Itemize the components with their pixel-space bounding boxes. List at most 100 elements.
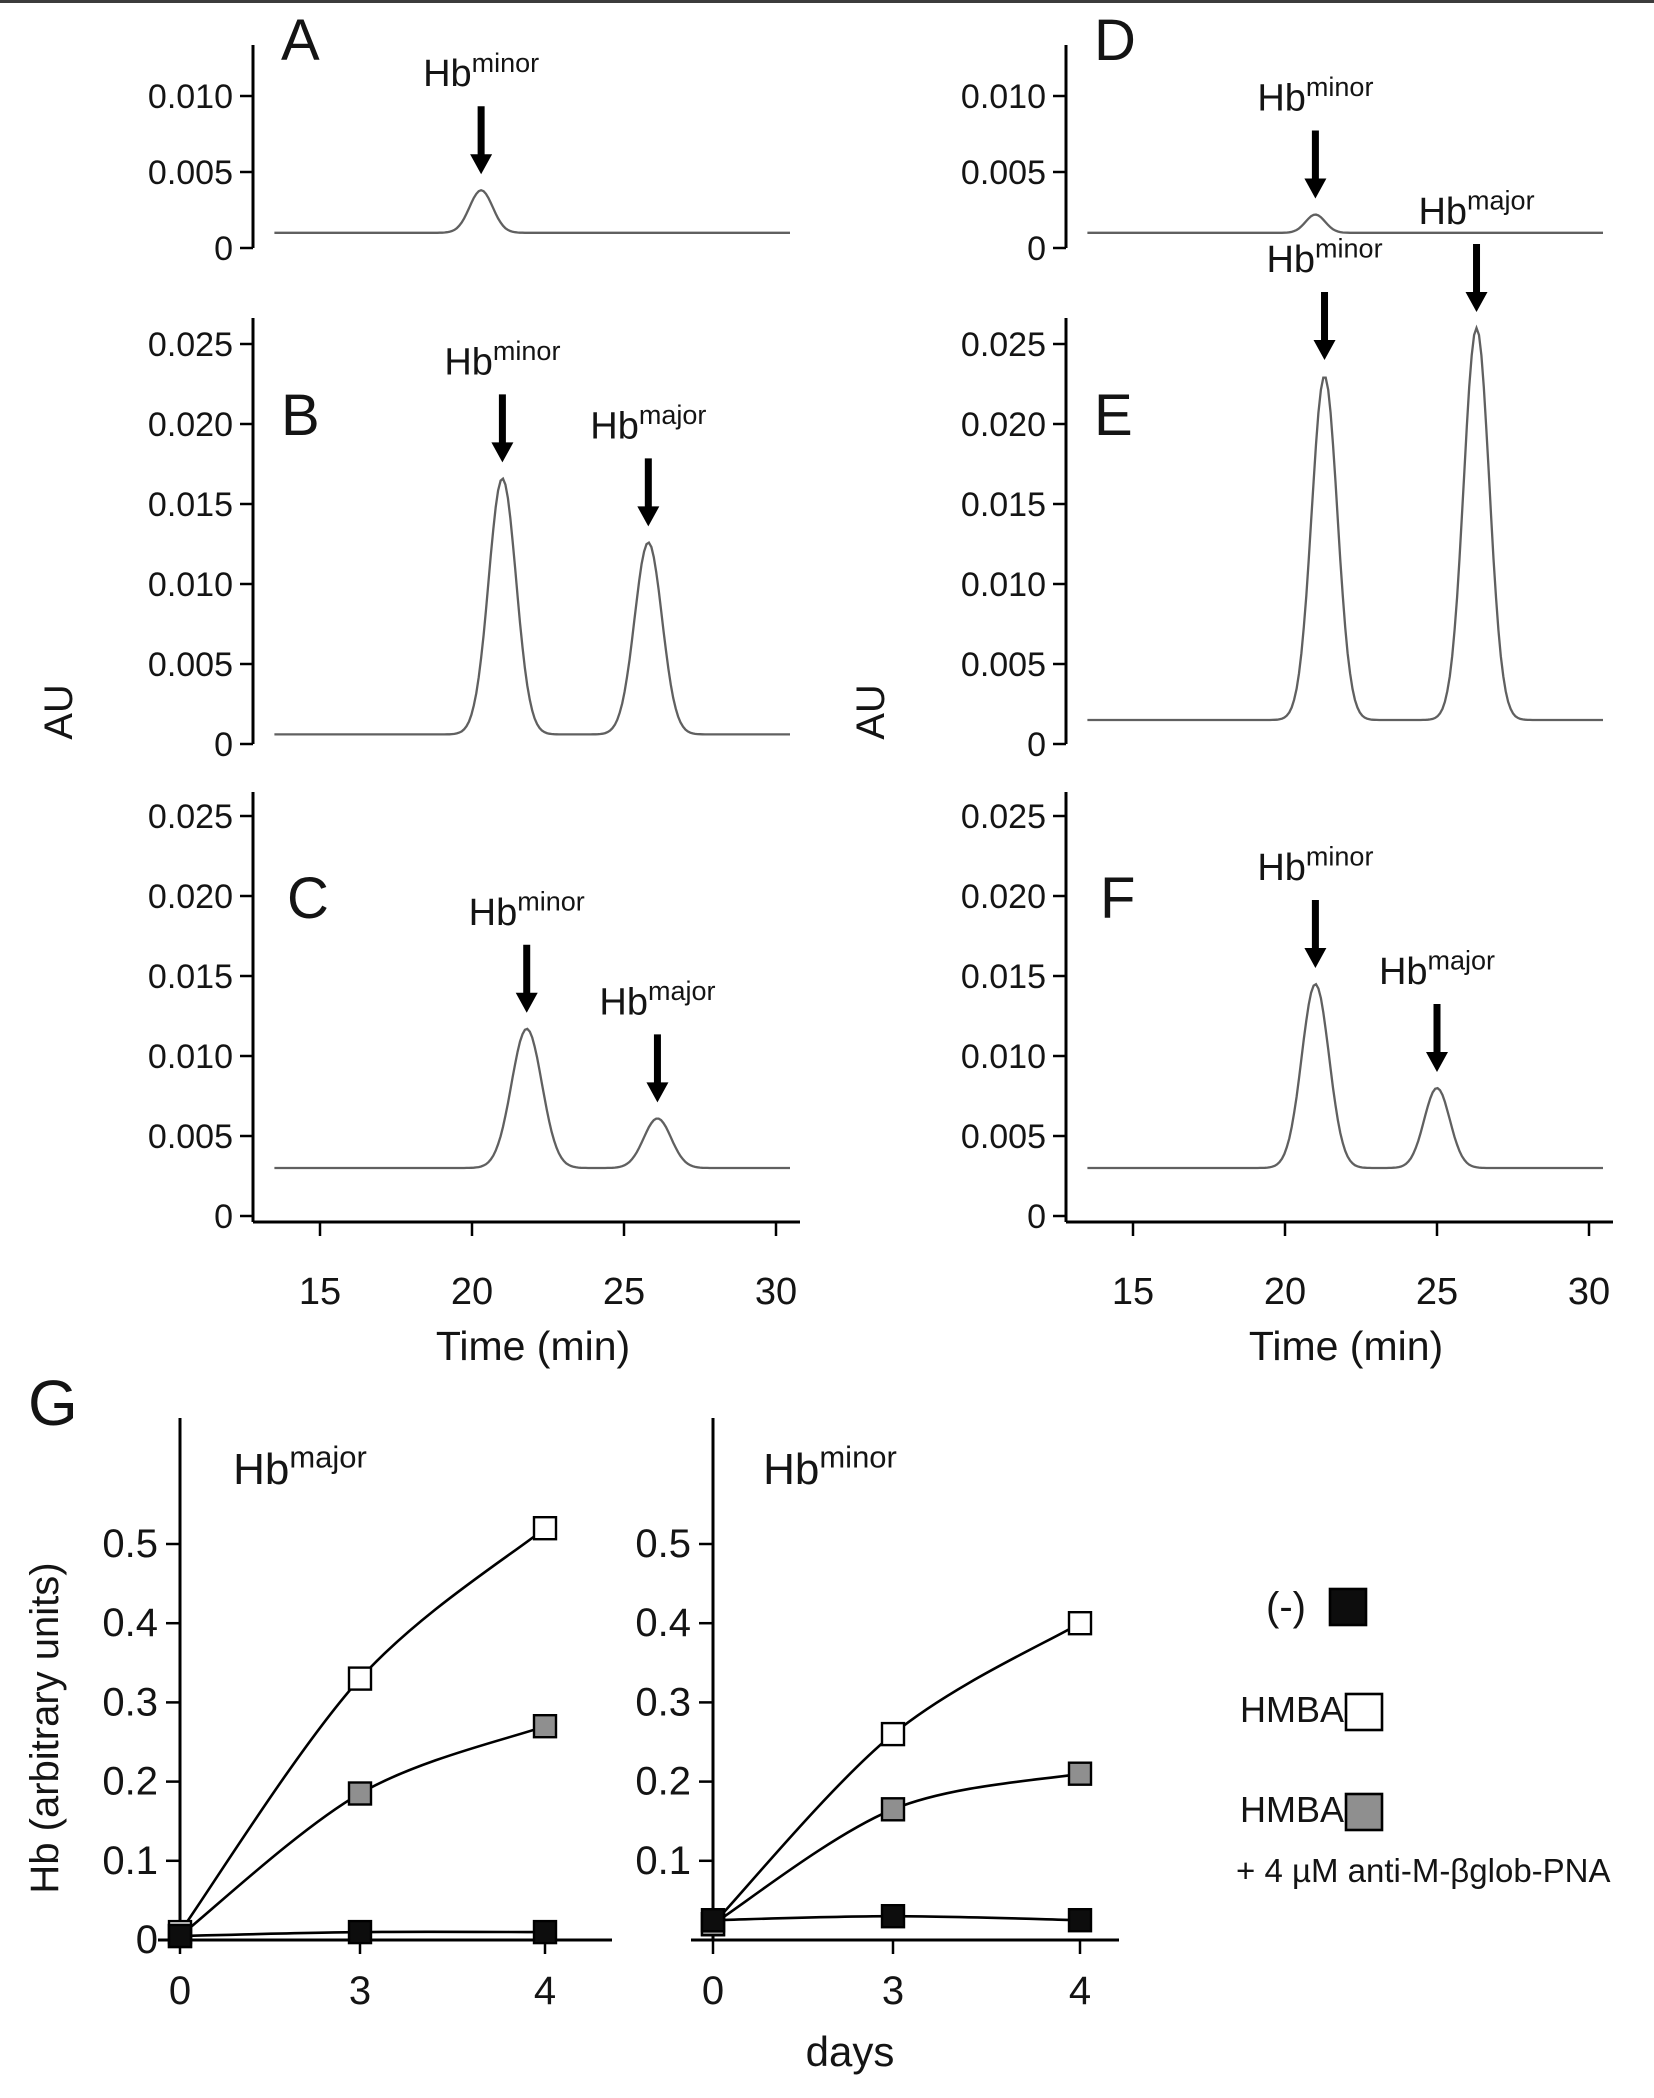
y-tick-label: 0.025	[148, 326, 233, 364]
y-tick-label: 0.015	[961, 486, 1046, 524]
arrow-head	[1426, 1052, 1448, 1072]
arrow-head	[1313, 340, 1336, 360]
y-tick-label: 0.015	[961, 958, 1046, 996]
chromatogram-panel-A: 0.010 0.005 0 Hbminor A	[148, 8, 790, 268]
series-line	[179, 1724, 546, 1938]
y-tick-label: 0.005	[148, 154, 233, 192]
chromatogram-panel-D: 0.010 0.005 0 Hbminor D	[961, 8, 1603, 268]
peak-label: Hbminor	[469, 886, 585, 933]
y-tick-label: 0.005	[961, 646, 1046, 684]
gray-square-marker	[347, 1781, 373, 1806]
y-tick-label: 0.3	[635, 1680, 691, 1724]
x-tick-label: 0	[702, 1969, 724, 2013]
y-tick-label: 0.1	[102, 1839, 158, 1883]
legend-sublabel: + 4 µM anti-M-βglob-PNA	[1236, 1852, 1611, 1889]
arrow-head	[470, 154, 493, 175]
y-tick-label: 0.015	[148, 486, 233, 524]
down-arrow-icon	[470, 106, 493, 175]
arrow-head	[515, 992, 538, 1013]
panel-letter: E	[1094, 383, 1133, 448]
panel-letter-g: G	[28, 1367, 78, 1439]
chromatogram-trace	[1087, 213, 1603, 234]
peak-annotation: Hbmajor	[599, 976, 715, 1103]
peak-annotation: Hbminor	[469, 886, 585, 1013]
y-tick-label: 0.005	[961, 1118, 1046, 1156]
open-square-marker	[347, 1666, 373, 1691]
open-square-marker	[880, 1721, 906, 1747]
y-tick-label: 0.005	[961, 154, 1046, 192]
series-line	[712, 1772, 1081, 1926]
y-tick-label: 0.020	[148, 406, 233, 444]
y-tick-label: 0.4	[102, 1601, 158, 1645]
y-tick-label: 0	[214, 726, 233, 764]
x-tick-label: 4	[534, 1969, 556, 2013]
peak-annotation: Hbmajor	[1379, 946, 1495, 1072]
peak-annotation: Hbmajor	[590, 400, 706, 527]
chromatogram-panel-E: 0.025 0.020 0.015 0.010 0.005 0 AU Hbminor Hbmaj…	[849, 186, 1603, 764]
peak-label: Hbmajor	[1418, 186, 1534, 233]
chromatogram-trace	[1087, 982, 1603, 1170]
y-tick-label: 0.010	[148, 78, 233, 116]
y-tick-label: 0	[214, 1198, 233, 1236]
figure-top-border	[0, 0, 1654, 3]
x-tick-label: 15	[299, 1271, 341, 1313]
y-tick-label: 0.2	[635, 1760, 691, 1804]
chromatogram-panel-B: 0.025 0.020 0.015 0.010 0.005 0 AU Hbminor Hbmaj…	[37, 318, 790, 764]
y-tick-label: 0.020	[961, 406, 1046, 444]
arrow-head	[1304, 948, 1327, 968]
peak-label: Hbminor	[1266, 234, 1382, 281]
down-arrow-icon	[491, 394, 514, 463]
chart-title: Hbmajor	[233, 1439, 367, 1494]
y-tick-label: 0.010	[961, 566, 1046, 604]
down-arrow-icon	[1465, 244, 1488, 312]
y-tick-label: 0	[1027, 726, 1046, 764]
down-arrow-icon	[646, 1034, 669, 1103]
chart-title: Hbminor	[763, 1439, 897, 1494]
growth-chart-G_minor: 0.5 0.4 0.3 0.2 0.1 0 3 4 Hbminor	[635, 1418, 1119, 2013]
down-arrow-icon	[1304, 130, 1327, 199]
chromatogram-trace	[1087, 324, 1603, 722]
chromatogram-trace	[274, 188, 790, 234]
down-arrow-icon	[637, 458, 660, 527]
x-tick-label: 25	[603, 1271, 645, 1313]
panel-letter: C	[287, 866, 329, 931]
au-axis-label: AU	[37, 684, 81, 740]
au-axis-label: AU	[849, 684, 893, 740]
gray-square-marker	[1067, 1761, 1093, 1786]
g-y-axis-label: Hb (arbitrary units)	[23, 1562, 67, 1893]
x-tick-label: 30	[755, 1271, 797, 1313]
y-tick-label: 0.005	[148, 646, 233, 684]
series-line	[712, 1622, 1081, 1926]
chromatogram-panel-F: 0.025 0.020 0.015 0.010 0.005 0 15 20 25 30 Time (…	[961, 792, 1613, 1369]
x-tick-label: 20	[451, 1271, 493, 1313]
arrow-head	[637, 506, 660, 527]
x-tick-label: 3	[349, 1969, 371, 2013]
legend: (-) HMBA HMBA + 4 µM anti-M-βglob-PNA	[1236, 1585, 1611, 1889]
open-square-marker	[1067, 1610, 1093, 1636]
peak-label: Hbminor	[1257, 72, 1373, 119]
y-tick-label: 0.020	[961, 878, 1046, 916]
growth-chart-G_major: 0.5 0.4 0.3 0.2 0.1 00 3 4 Hbmajor	[102, 1418, 612, 2013]
panel-letter: F	[1100, 866, 1135, 931]
peak-annotation: Hbminor	[1266, 234, 1383, 360]
y-tick-label: 0.010	[148, 566, 233, 604]
y-tick-label: 0.020	[148, 878, 233, 916]
y-tick-label: 0.5	[635, 1522, 691, 1566]
panel-letter: A	[281, 8, 320, 73]
gray-square-marker	[532, 1713, 558, 1739]
down-arrow-icon	[515, 944, 538, 1013]
panel-letter: B	[281, 383, 320, 448]
peak-label: Hbmajor	[1379, 946, 1495, 993]
peak-annotation: Hbmajor	[1418, 186, 1535, 312]
y-tick-label: 0.025	[148, 798, 233, 836]
x-tick-label: 15	[1112, 1271, 1154, 1313]
chromatogram-panel-C: 0.025 0.020 0.015 0.010 0.005 0 15 20 25 30 Time (…	[148, 792, 800, 1369]
filled-square-marker	[1067, 1907, 1093, 1933]
filled-square-marker	[880, 1903, 906, 1929]
y-tick-label: 0.1	[635, 1839, 691, 1883]
arrow-head	[1304, 178, 1327, 199]
legend-label: HMBA	[1240, 1689, 1344, 1730]
x-tick-label: 25	[1416, 1271, 1458, 1313]
peak-annotation: Hbminor	[444, 336, 560, 463]
